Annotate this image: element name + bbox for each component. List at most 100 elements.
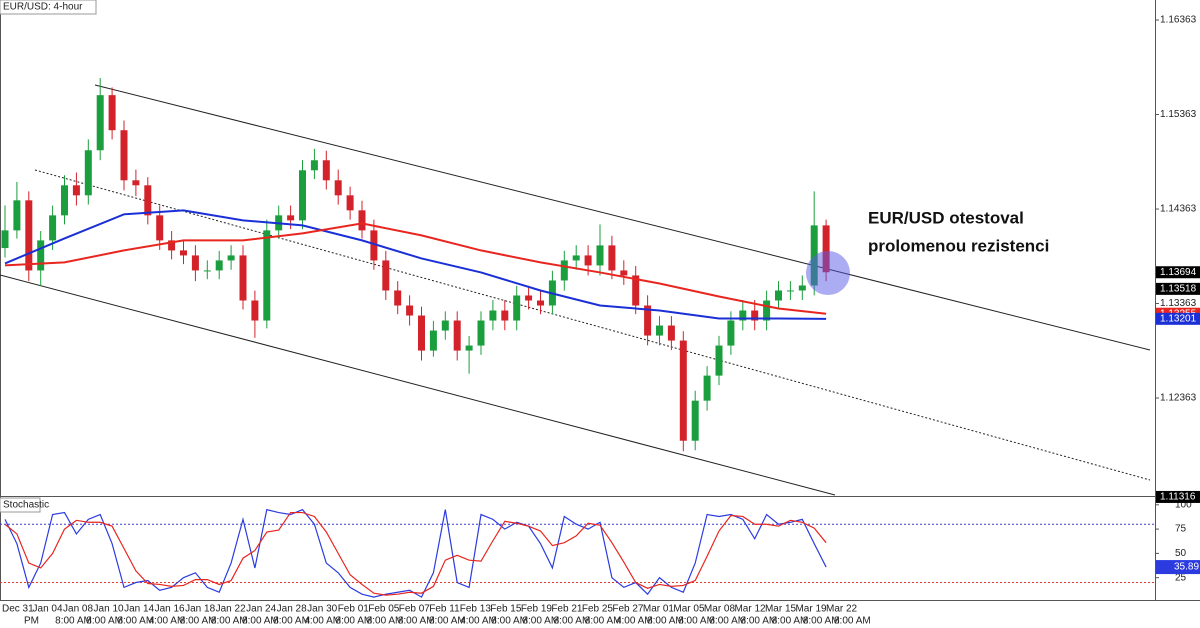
candle-body [489, 310, 497, 321]
x-tick-label: Jan 10 [94, 604, 124, 615]
candle-body [429, 330, 437, 351]
candle-body [239, 255, 247, 301]
x-time-label: 8:00 AM [367, 616, 404, 627]
candle-body [786, 290, 794, 292]
candle-body [679, 340, 687, 441]
candle-body [477, 320, 485, 346]
candle-body [287, 215, 295, 221]
candle-body [49, 215, 57, 241]
x-time-label: 4:00 AM [460, 616, 497, 627]
x-time-label: 8:00 AM [242, 616, 279, 627]
candle-body [251, 300, 259, 321]
price-label-box [1156, 312, 1200, 325]
x-tick-label: Feb 01 [338, 604, 370, 615]
x-time-label: 8:00 AM [803, 616, 840, 627]
x-time-label: 8:00 AM [491, 616, 528, 627]
candle-body [775, 290, 782, 301]
x-tick-label: Feb 27 [612, 604, 644, 615]
y-tick-label: 1.13363 [1160, 298, 1197, 309]
x-time-label: 8:00 AM [429, 616, 466, 627]
x-tick-label: Jan 22 [216, 604, 246, 615]
candle-body [406, 305, 414, 316]
x-time-label: 8:00 AM [55, 616, 92, 627]
x-tick-label: Jan 18 [185, 604, 215, 615]
candle-body [132, 180, 140, 186]
moving-average [4, 222, 827, 315]
highlight-circle [806, 251, 850, 295]
candle-body [96, 95, 104, 151]
candle-body [144, 185, 152, 216]
candle-body [667, 325, 675, 341]
candle-body [310, 160, 318, 171]
candle-body [810, 225, 818, 286]
candle-body [156, 215, 164, 241]
candle-body [382, 260, 390, 291]
x-tick-label: Mar 01 [643, 604, 675, 615]
x-tick-label: Jan 04 [33, 604, 63, 615]
x-time-label: 8:00 AM [678, 616, 715, 627]
candle-body [620, 270, 628, 276]
x-time-label: 8:00 AM [211, 616, 248, 627]
candle-body [739, 310, 747, 321]
candle-body [394, 290, 402, 306]
candle-body [322, 160, 330, 181]
stoch-y-tick-label: 100 [1175, 499, 1192, 510]
x-time-label: 8:00 AM [398, 616, 435, 627]
x-tick-label: Feb 21 [551, 604, 583, 615]
candle-body [822, 225, 830, 273]
stoch-title: Stochastic [3, 500, 49, 511]
candle-body [763, 300, 771, 321]
price-label: 1.13201 [1160, 313, 1197, 324]
x-time-label: 4:00 AM [616, 616, 653, 627]
price-label: 1.13518 [1160, 284, 1197, 295]
candle-body [560, 260, 568, 281]
candle-body [418, 315, 425, 351]
x-time-label: 8:00 AM [772, 616, 809, 627]
candle-body [358, 210, 366, 231]
x-tick-label: Jan 14 [124, 604, 154, 615]
candle-body [572, 255, 580, 261]
x-time-label: 8:00 AM [273, 616, 310, 627]
candle-body [644, 305, 652, 336]
x-time-label: 8:00 AM [117, 616, 154, 627]
price-label-box [1156, 490, 1200, 503]
stoch-title-box [0, 497, 41, 513]
candle-body [525, 295, 533, 301]
x-time-label: 8:00 AM [834, 616, 871, 627]
candle-body [25, 200, 33, 271]
x-tick-label: Feb 15 [490, 604, 522, 615]
candle-body [537, 300, 544, 306]
candle-body [215, 260, 223, 271]
stoch-value-label: 35.89 [1174, 562, 1199, 573]
candle-body [513, 295, 521, 321]
x-tick-label: Jan 28 [277, 604, 307, 615]
candle-body [334, 180, 342, 196]
candle-body [798, 285, 806, 291]
x-tick-label: Jan 08 [63, 604, 93, 615]
candle-body [299, 170, 306, 221]
price-label: 1.13694 [1160, 267, 1197, 278]
channel-middle [34, 169, 1151, 481]
x-time-label: 8:00 AM [336, 616, 373, 627]
x-tick-label: Jan 24 [246, 604, 276, 615]
candle-body [263, 230, 271, 321]
candle-body [168, 240, 176, 251]
x-time-label: 8:00 AM [554, 616, 591, 627]
candle-body [370, 230, 378, 261]
price-label: 1.11316 [1160, 492, 1196, 503]
candle-body [453, 320, 461, 351]
plot-area: 1.16363 1.15363 1.14363 1.13363 1.12363 100 75… [0, 15, 1200, 627]
price-label-box [1156, 266, 1200, 279]
candle-body [346, 195, 354, 211]
x-tick-label: Mar 19 [795, 604, 827, 615]
candle-body [691, 400, 699, 441]
candle-body [656, 325, 663, 336]
stoch-line [4, 508, 827, 598]
candle-body [584, 255, 592, 266]
chart-title: EUR/USD: 4-hour [3, 2, 83, 13]
stoch-value-box [1156, 560, 1200, 575]
stoch-y-tick-label: 75 [1175, 524, 1187, 535]
x-time-label: 4:00 AM [149, 616, 186, 627]
candle-body [632, 275, 640, 306]
